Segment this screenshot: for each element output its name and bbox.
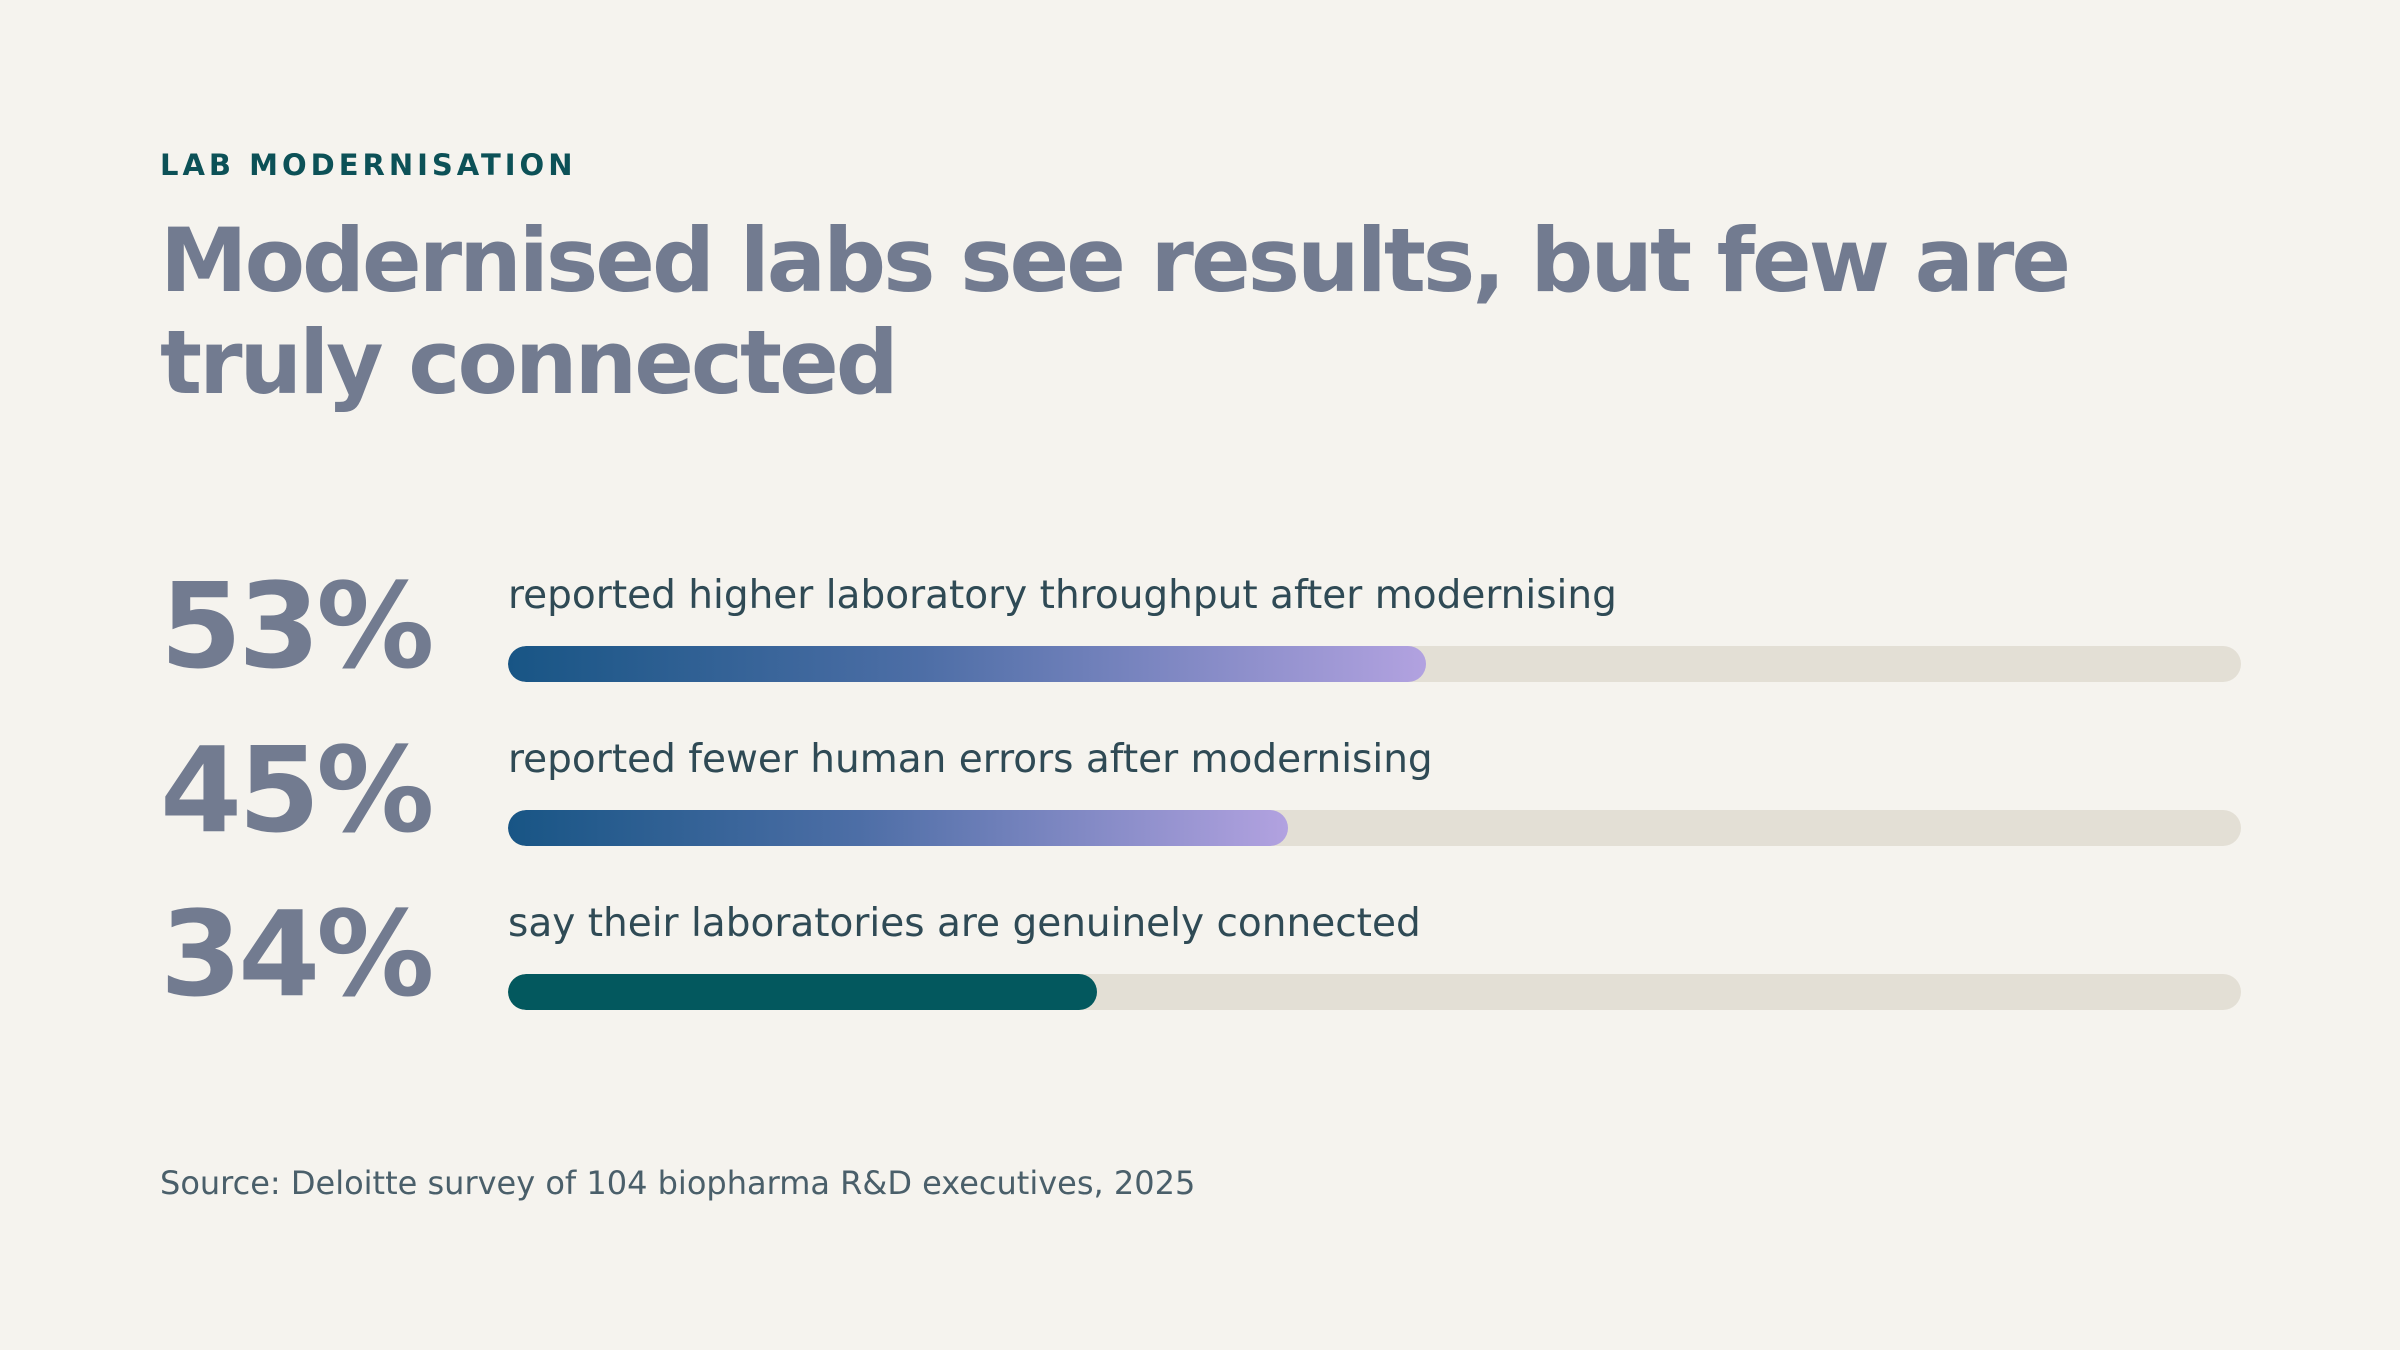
stat-value: 34% — [160, 885, 434, 1023]
source-note: Source: Deloitte survey of 104 biopharma… — [160, 1164, 1196, 1202]
progress-fill — [508, 810, 1288, 846]
progress-fill — [508, 646, 1427, 682]
progress-track — [508, 646, 2241, 682]
stat-value: 53% — [160, 557, 434, 695]
stat-bar-chart: 53% reported higher laboratory throughpu… — [160, 557, 2241, 1052]
stat-label: reported higher laboratory throughput af… — [508, 573, 1617, 618]
stat-label: reported fewer human errors after modern… — [508, 737, 1433, 782]
stat-row: 34% say their laboratories are genuinely… — [160, 885, 2241, 1052]
stat-value: 45% — [160, 721, 434, 859]
progress-fill — [508, 974, 1098, 1010]
stat-label: say their laboratories are genuinely con… — [508, 901, 1421, 946]
progress-track — [508, 974, 2241, 1010]
progress-track — [508, 810, 2241, 846]
section-eyebrow: LAB MODERNISATION — [160, 148, 577, 182]
page-title: Modernised labs see results, but few are… — [160, 209, 2071, 414]
stat-row: 53% reported higher laboratory throughpu… — [160, 557, 2241, 724]
stat-row: 45% reported fewer human errors after mo… — [160, 721, 2241, 888]
